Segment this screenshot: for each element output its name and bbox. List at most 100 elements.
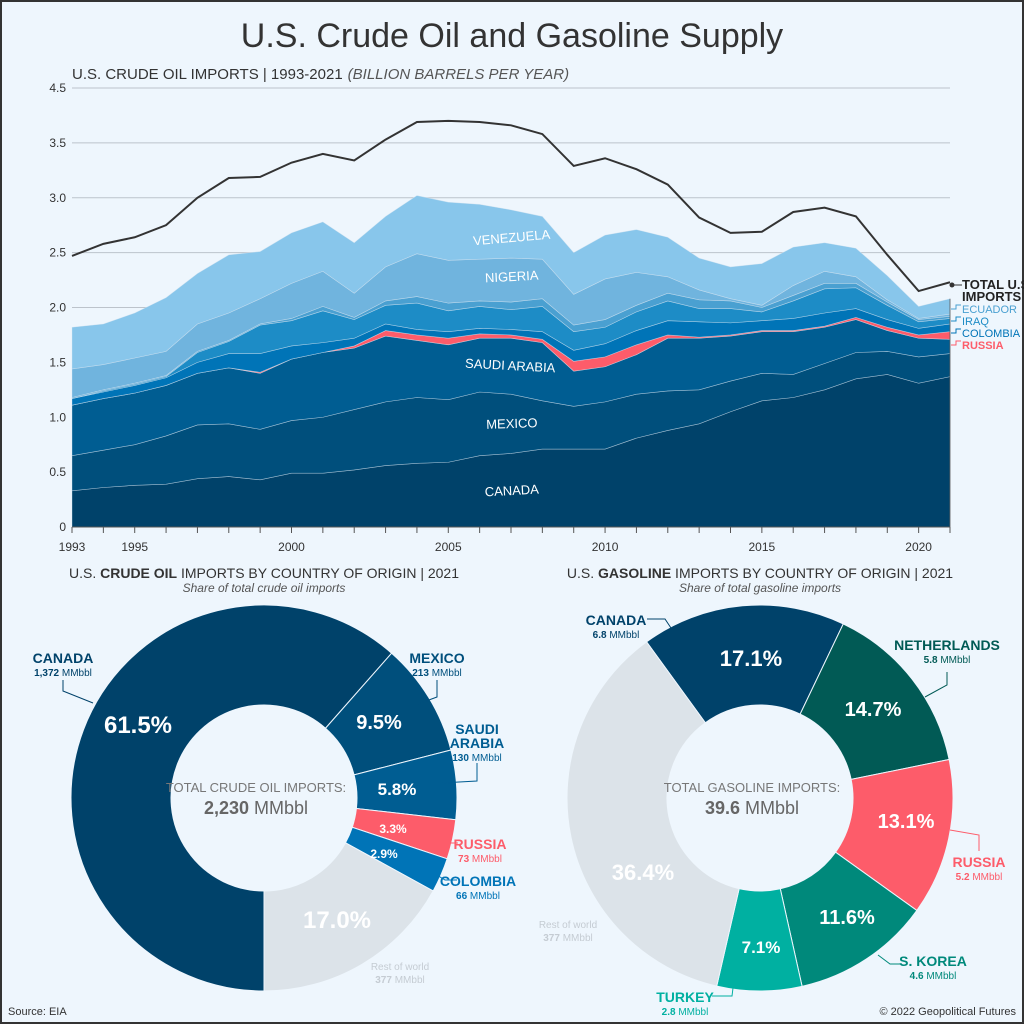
legend-leader [951,304,961,310]
volume-number: 4.6 [910,971,924,982]
volume-unit: MMbbl [970,872,1003,883]
center-value: 39.6 MMbbl [705,798,799,818]
volume-unit: MMbbl [429,668,462,679]
country-name-2: ARABIA [450,735,504,751]
country-volume: 130 MMbbl [452,753,501,764]
pct-label: 7.1% [742,938,781,957]
legend-russia: RUSSIA [962,340,1004,352]
y-tick-label: 0.5 [49,465,66,479]
leader-line [431,871,457,881]
pct-label: 9.5% [356,712,402,734]
pct-label: 14.7% [845,699,902,721]
center-value: 2,230 MMbbl [204,798,308,818]
country-name: SAUDI [455,721,499,737]
volume-number: 2.8 [662,1007,676,1018]
slice-canada [645,604,844,724]
x-tick-label: 2020 [905,540,932,554]
country-volume: 2.8 MMbbl [662,1007,709,1018]
y-tick-label: 3.5 [49,136,66,150]
volume-unit: MMbbl [676,1007,709,1018]
country-volume: 377 MMbbl [543,933,592,944]
country-volume: 1,372 MMbbl [34,668,92,679]
country-volume: 5.8 MMbbl [924,655,971,666]
leader-line [924,672,948,698]
slice-rest-of-world [566,641,740,987]
pct-label: 13.1% [878,811,935,833]
slice-netherlands [799,623,950,781]
legend-colombia: COLOMBIA [962,328,1021,340]
area-label: VENEZUELA [472,227,551,249]
country-volume: 73 MMbbl [458,854,502,865]
country-name: TURKEY [656,989,714,1005]
y-tick-label: 0 [59,520,66,534]
volume-unit: MMbbl [560,933,593,944]
pct-label: 11.6% [819,907,875,929]
legend-leader [951,316,961,322]
layer-labels: VENEZUELA NIGERIA SAUDI ARABIA MEXICO CANADA… [465,227,1021,500]
country-name: CANADA [586,612,647,628]
volume-unit: MMbbl [924,971,957,982]
center-value-number: 2,230 [204,798,249,818]
pct-label: 61.5% [104,712,172,739]
volume-number: 5.2 [956,872,970,883]
volume-number: 66 [456,891,468,902]
x-tick-label: 2015 [749,540,776,554]
crude-oil-donut: U.S. CRUDE OIL IMPORTS BY COUNTRY OF ORI… [33,565,516,992]
volume-number: 213 [412,668,429,679]
donut-title-prefix: U.S. [69,565,100,581]
volume-unit: MMbbl [469,854,502,865]
x-tick-label: 2005 [435,540,462,554]
leader-line [877,954,900,965]
volume-number: 377 [543,933,560,944]
slice-rest-of-world [263,842,434,992]
leader-line [440,763,478,784]
volume-unit: MMbbl [59,668,92,679]
copyright: © 2022 Geopolitical Futures [879,1006,1016,1018]
leader-line [417,680,438,705]
country-volume: 377 MMbbl [375,975,424,986]
country-volume: 66 MMbbl [456,891,500,902]
country-name: COLOMBIA [440,873,516,889]
x-tick-label: 2010 [592,540,619,554]
pct-label: 2.9% [370,847,398,861]
area-title-main: U.S. CRUDE OIL IMPORTS | 1993-2021 [72,66,343,83]
area-chart-title: U.S. CRUDE OIL IMPORTS | 1993-2021 (BILLI… [72,66,569,83]
leader-line [647,618,672,629]
donut-title-prefix: U.S. [567,565,598,581]
x-tick-label: 1995 [121,540,148,554]
country-name: NETHERLANDS [894,637,1000,653]
legend-leader [951,328,961,334]
pct-label: 5.8% [378,780,417,799]
volume-number: 377 [375,975,392,986]
volume-unit: MMbbl [607,630,640,641]
legend-ecuador: ECUADOR [962,304,1017,316]
y-tick-label: 1.5 [49,355,66,369]
slice-canada [70,604,393,992]
leader-line [712,987,734,997]
volume-unit: MMbbl [392,975,425,986]
area-label: NIGERIA [485,268,539,286]
country-name: Rest of world [371,962,429,973]
y-tick-label: 2.5 [49,246,66,260]
x-tick-label: 2000 [278,540,305,554]
area-label: SAUDI ARABIA [465,356,556,376]
pct-label: 17.0% [303,907,371,934]
volume-unit: MMbbl [938,655,971,666]
total-imports-line [71,119,951,293]
volume-number: 5.8 [924,655,938,666]
source-note: Source: EIA [8,1006,67,1018]
gasoline-donut: U.S. GASOLINE IMPORTS BY COUNTRY OF ORIG… [539,565,1006,1018]
donut-title-bold: CRUDE OIL [100,565,177,581]
volume-unit: MMbbl [469,753,502,764]
area-label: CANADA [484,482,539,500]
leader-line [62,680,94,704]
country-name: RUSSIA [454,836,507,852]
volume-number: 130 [452,753,469,764]
y-tick-label: 1.0 [49,410,66,424]
country-volume: 6.8 MMbbl [593,630,640,641]
donut-title: U.S. GASOLINE IMPORTS BY COUNTRY OF ORIG… [567,565,953,581]
volume-unit: MMbbl [467,891,500,902]
legend-leader [951,340,961,346]
area-chart: U.S. CRUDE OIL IMPORTS | 1993-2021 (BILLI… [49,66,1024,554]
